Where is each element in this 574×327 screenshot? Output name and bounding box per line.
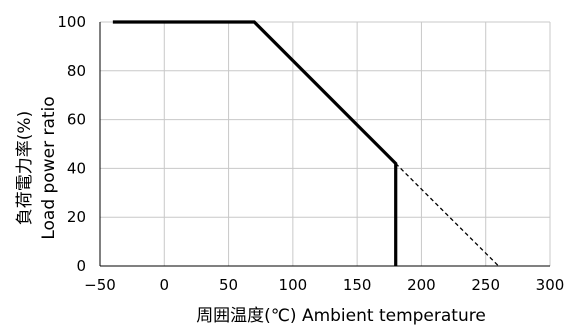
y-tick-label: 20 [67, 208, 86, 226]
x-axis-label: 周囲温度(℃) Ambient temperature [196, 306, 486, 326]
y-tick-labels: 0 20 40 60 80 100 [57, 13, 86, 275]
series [113, 22, 499, 266]
x-tick-labels: −50 0 50 100 150 200 250 300 [84, 276, 564, 294]
x-tick-label: 200 [407, 276, 436, 294]
grid [100, 22, 550, 266]
series-line-extrapolated [396, 164, 499, 266]
y-tick-label: 0 [76, 257, 86, 275]
y-axis-label-japanese: 負荷電力率(%) [15, 111, 35, 225]
y-tick-label: 80 [67, 62, 86, 80]
series-line-derating [113, 22, 396, 266]
axes [100, 22, 550, 266]
x-tick-label: 150 [343, 276, 372, 294]
x-tick-label: −50 [84, 276, 116, 294]
x-tick-label: 300 [536, 276, 565, 294]
y-tick-label: 40 [67, 159, 86, 177]
x-tick-label: 100 [279, 276, 308, 294]
y-tick-label: 100 [57, 13, 86, 31]
x-tick-label: 50 [219, 276, 238, 294]
x-tick-label: 0 [160, 276, 170, 294]
x-tick-label: 250 [471, 276, 500, 294]
y-tick-label: 60 [67, 111, 86, 129]
y-axis-label-english: Load power ratio [39, 96, 59, 239]
